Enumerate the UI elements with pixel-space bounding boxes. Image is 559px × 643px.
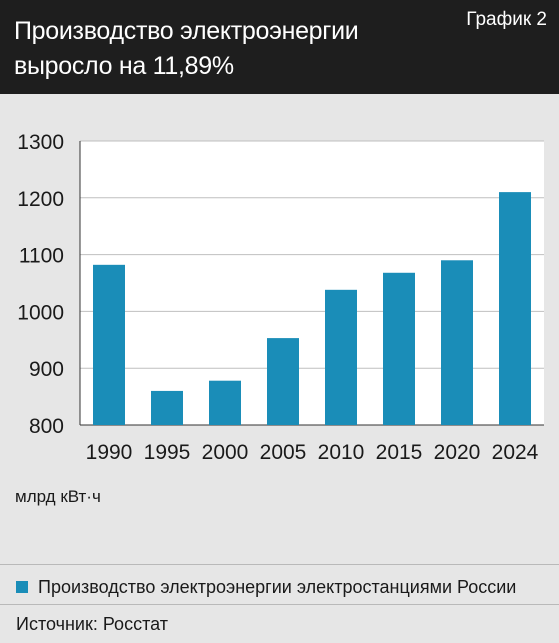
chart-title: Производство электроэнергии выросло на 1…	[14, 14, 434, 84]
bar	[267, 338, 299, 425]
legend-label: Производство электроэнергии электростанц…	[38, 577, 517, 597]
unit-label: млрд кВт·ч	[15, 487, 101, 506]
bar	[325, 289, 357, 425]
bar	[441, 260, 473, 425]
legend: Производство электроэнергии электростанц…	[16, 576, 516, 598]
y-tick-label: 1200	[17, 188, 64, 211]
source-divider	[0, 604, 559, 605]
x-tick-label: 1990	[86, 441, 133, 464]
x-tick-label: 2020	[434, 441, 481, 464]
x-tick-label: 2015	[376, 441, 423, 464]
y-tick-label: 1300	[17, 131, 64, 154]
y-tick-label: 1100	[19, 245, 64, 268]
x-tick-label: 1995	[144, 441, 191, 464]
y-tick-label: 800	[29, 415, 64, 438]
chart-title-line-1: Производство электроэнергии	[14, 17, 359, 45]
x-tick-label: 2005	[260, 441, 307, 464]
plot-area	[80, 141, 544, 425]
y-tick-label: 1000	[17, 301, 64, 324]
x-tick-label: 2024	[492, 441, 539, 464]
chart-title-line-2: выросло на 11,89%	[14, 52, 234, 80]
x-tick-label: 2000	[202, 441, 249, 464]
y-tick-label: 900	[29, 358, 64, 381]
bar	[209, 380, 241, 425]
source-note: Источник: Росстат	[16, 614, 168, 634]
legend-swatch	[16, 581, 28, 593]
bar-chart: 800 900 1000 1100 1200 1300 1990 1995 2000 2005 20…	[17, 131, 544, 464]
bar	[93, 264, 125, 425]
x-tick-label: 2010	[318, 441, 365, 464]
bar	[151, 390, 183, 425]
legend-divider	[0, 564, 559, 565]
chart-header: Производство электроэнергии выросло на 1…	[0, 0, 559, 94]
graph-number: График 2	[466, 9, 547, 30]
bar	[499, 192, 531, 425]
bar	[383, 272, 415, 425]
